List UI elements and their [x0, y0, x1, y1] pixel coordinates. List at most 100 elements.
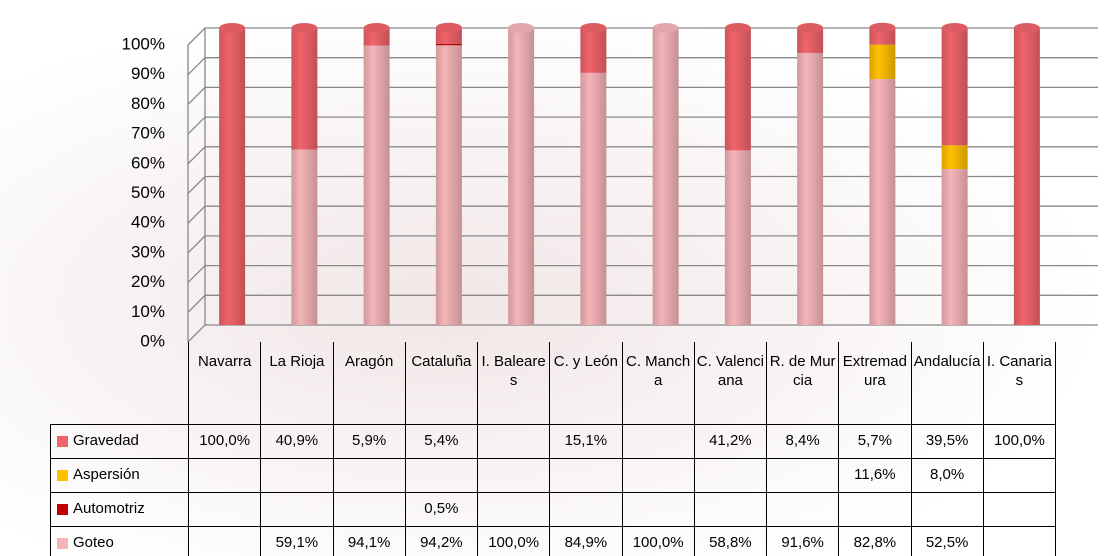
table-value	[332, 458, 406, 493]
table-value	[477, 424, 551, 459]
legend-swatch	[57, 470, 68, 481]
category-label: La Rioja	[260, 342, 334, 425]
table-value: 39,5%	[910, 424, 984, 459]
table-value	[766, 492, 840, 527]
table-value: 15,1%	[549, 424, 623, 459]
y-tick-label: 40%	[131, 213, 165, 232]
cylinder-segment	[291, 28, 318, 150]
legend-row-label: Automotriz	[50, 492, 189, 527]
category-label: Navarra	[188, 342, 262, 425]
table-value	[766, 458, 840, 493]
table-value	[477, 458, 551, 493]
table-value: 41,2%	[693, 424, 767, 459]
category-label: R. de Murcia	[766, 342, 840, 425]
table-value: 91,6%	[766, 526, 840, 556]
table-value: 5,4%	[404, 424, 478, 459]
table-value: 5,7%	[838, 424, 912, 459]
category-label: C. y León	[549, 342, 623, 425]
category-label: Aragón	[332, 342, 406, 425]
cylinder-segment	[724, 150, 751, 325]
legend-swatch	[57, 436, 68, 447]
table-value	[838, 492, 912, 527]
table-value: 5,9%	[332, 424, 406, 459]
category-label: C. Valenciana	[693, 342, 767, 425]
table-value	[621, 458, 695, 493]
category-label: I. Baleares	[477, 342, 551, 425]
legend-swatch	[57, 504, 68, 515]
cylinder-segment	[363, 28, 390, 46]
cylinder-top	[652, 23, 679, 33]
table-value: 11,6%	[838, 458, 912, 493]
table-value	[188, 458, 262, 493]
y-tick-label: 90%	[131, 64, 165, 83]
y-tick-label: 70%	[131, 124, 165, 143]
legend-label: Aspersión	[73, 466, 140, 483]
y-tick-label: 0%	[140, 331, 165, 350]
table-value	[549, 458, 623, 493]
legend-row-label: Aspersión	[50, 458, 189, 493]
table-value: 8,0%	[910, 458, 984, 493]
table-value: 84,9%	[549, 526, 623, 556]
cylinder-top	[580, 23, 607, 33]
y-tick-label: 80%	[131, 94, 165, 113]
y-tick-label: 50%	[131, 183, 165, 202]
table-value: 100,0%	[982, 424, 1056, 459]
cylinder-segment	[941, 145, 968, 170]
cylinder-top	[1013, 23, 1040, 33]
table-value	[982, 526, 1056, 556]
cylinder-segment	[580, 28, 607, 73]
table-value	[693, 492, 767, 527]
y-tick-label: 100%	[122, 34, 165, 53]
table-value	[693, 458, 767, 493]
cylinder-segment	[580, 72, 607, 325]
table-value: 94,1%	[332, 526, 406, 556]
table-value	[910, 492, 984, 527]
table-value	[982, 492, 1056, 527]
cylinder-segment	[941, 28, 968, 146]
table-value	[332, 492, 406, 527]
legend-swatch	[57, 538, 68, 549]
cylinder-segment	[435, 43, 462, 46]
cylinder-segment	[652, 28, 679, 325]
table-value	[982, 458, 1056, 493]
legend-row-label: Goteo	[50, 526, 189, 556]
legend-row-label: Gravedad	[50, 424, 189, 459]
grid-line	[187, 324, 1098, 343]
cylinder-top	[797, 23, 824, 33]
category-label: Cataluña	[404, 342, 478, 425]
cylinder-top	[219, 23, 246, 33]
table-value: 100,0%	[621, 526, 695, 556]
table-value: 59,1%	[260, 526, 334, 556]
cylinder-segment	[869, 79, 896, 325]
table-value	[260, 458, 334, 493]
cylinder-top	[941, 23, 968, 33]
table-value	[188, 492, 262, 527]
cylinder-segment	[363, 45, 390, 325]
legend-label: Automotriz	[73, 500, 145, 517]
table-value: 0,5%	[404, 492, 478, 527]
table-value: 100,0%	[477, 526, 551, 556]
cylinder-top	[869, 22, 896, 33]
table-value	[404, 458, 478, 493]
table-value	[477, 492, 551, 527]
table-value	[549, 492, 623, 527]
y-tick-label: 60%	[131, 153, 165, 172]
cylinder-segment	[219, 28, 246, 325]
y-tick-label: 30%	[131, 242, 165, 261]
cylinder-top	[363, 23, 390, 33]
cylinder-segment	[869, 44, 896, 80]
category-label: Andalucía	[910, 342, 984, 425]
y-tick-label: 20%	[131, 272, 165, 291]
table-value	[260, 492, 334, 527]
table-value	[188, 526, 262, 556]
cylinder-segment	[724, 28, 751, 151]
cylinder-top	[508, 23, 535, 33]
cylinder-segment	[508, 28, 535, 325]
category-label: I. Canarias	[982, 342, 1056, 425]
table-value: 94,2%	[404, 526, 478, 556]
legend-label: Goteo	[73, 534, 114, 551]
table-value	[621, 424, 695, 459]
cylinder-top	[435, 22, 462, 33]
